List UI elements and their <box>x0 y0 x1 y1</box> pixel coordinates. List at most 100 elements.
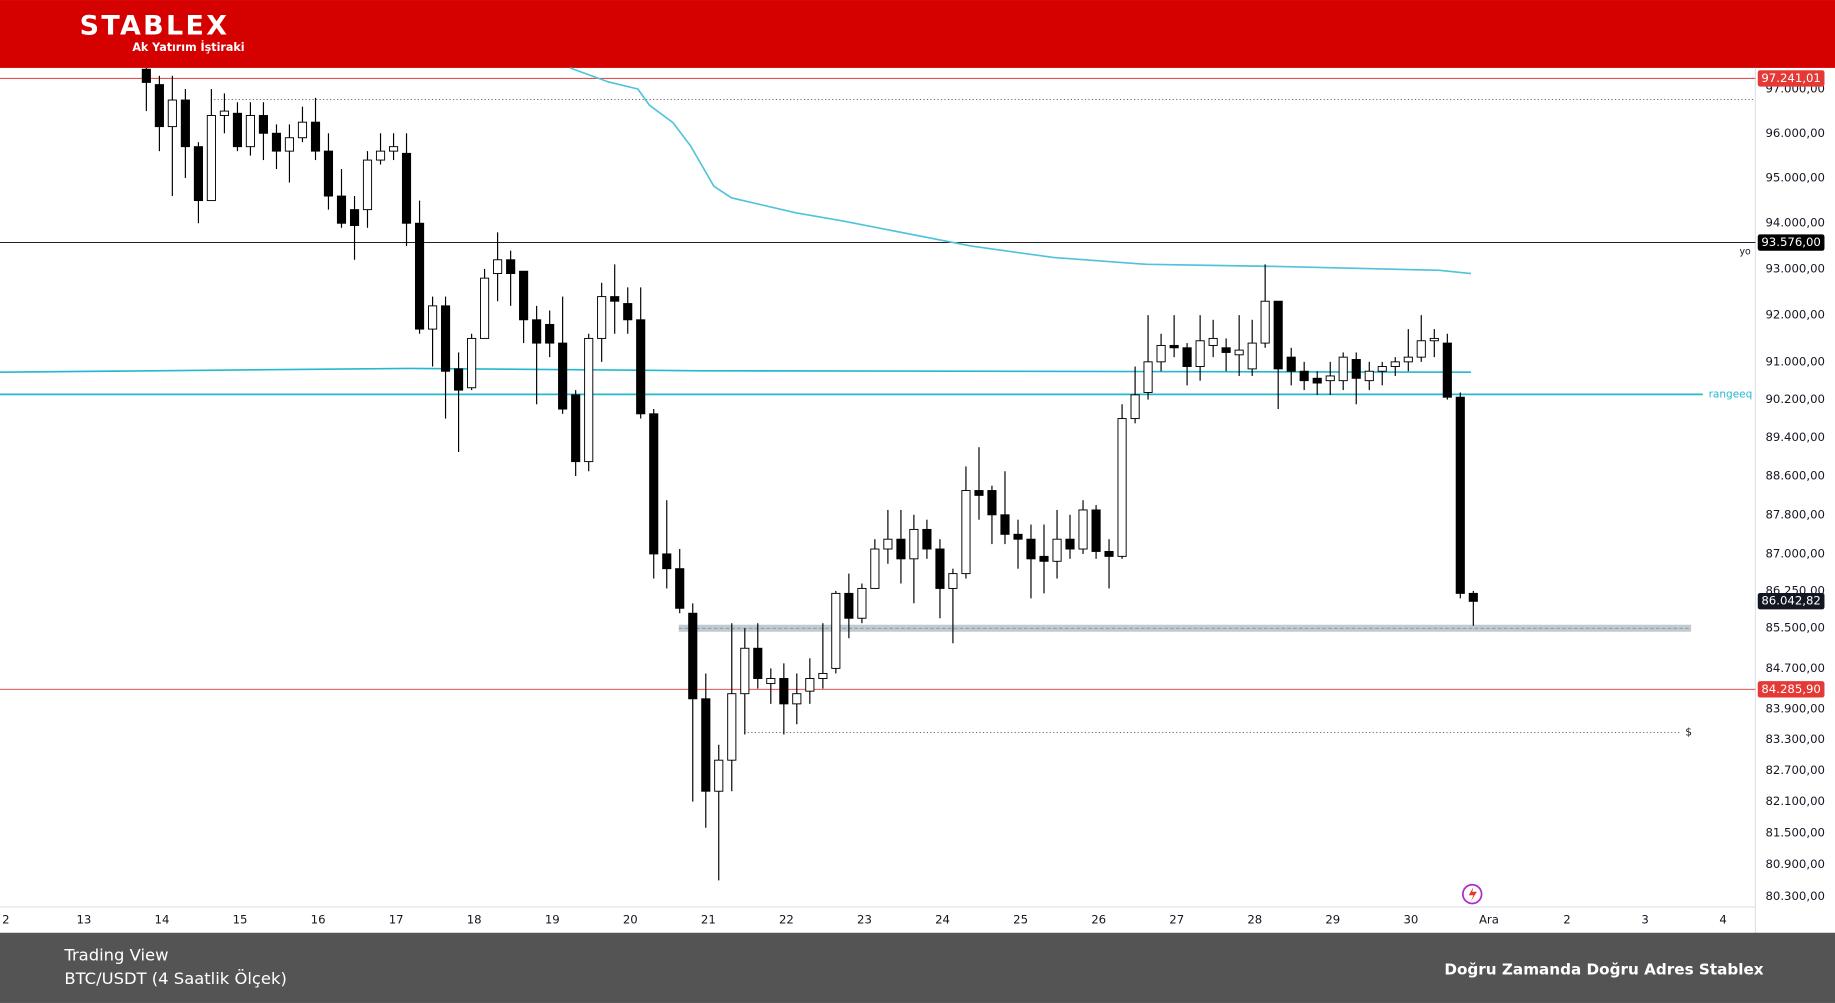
price-note: yo <box>1739 246 1751 257</box>
y-tick-label: 82.700,00 <box>1765 763 1824 777</box>
candle-body <box>428 305 438 330</box>
candle-body <box>232 112 243 148</box>
candle-body <box>597 296 607 339</box>
candle-body <box>1078 509 1088 550</box>
candle-body <box>1130 394 1140 420</box>
y-tick-label: 83.900,00 <box>1765 701 1824 715</box>
candle-body <box>154 84 164 128</box>
candle-body <box>558 342 568 410</box>
candle-body <box>740 647 750 695</box>
y-tick-label: 83.300,00 <box>1765 732 1824 746</box>
candle-body <box>493 259 503 275</box>
candle-body <box>1455 396 1465 594</box>
y-tick-label: 96.000,00 <box>1765 126 1824 140</box>
candle-body <box>388 146 399 152</box>
y-tick-label: 90.200,00 <box>1765 392 1824 406</box>
candle-body <box>844 592 854 619</box>
candle-body <box>935 548 945 589</box>
candle-body <box>297 121 308 139</box>
candle-body <box>1442 342 1452 398</box>
candle-body <box>1117 418 1127 557</box>
candle-body <box>1143 361 1153 393</box>
candle-body <box>454 368 464 391</box>
x-tick-label: 19 <box>545 912 560 926</box>
candle-body <box>922 528 932 550</box>
candle-body <box>987 490 997 516</box>
candle-body <box>1429 337 1439 342</box>
candle-body <box>480 277 490 339</box>
footer-symbol: BTC/USDT (4 Saatlik Ölçek) <box>64 969 286 988</box>
candle-body <box>1390 361 1400 368</box>
y-tick-label: 95.000,00 <box>1765 171 1824 185</box>
candle-body <box>636 319 646 415</box>
x-tick-label: 2 <box>1563 912 1570 926</box>
footer-source: Trading View <box>63 946 168 965</box>
candle-body <box>662 553 672 570</box>
y-tick-label: 93.000,00 <box>1765 261 1824 275</box>
candle-body <box>258 115 269 134</box>
candle-body <box>805 678 815 692</box>
candle-body <box>1169 344 1179 349</box>
candle-body <box>1182 347 1192 368</box>
price-label-box <box>1757 681 1825 698</box>
price-label-box <box>1757 70 1825 87</box>
brand: STABLEX <box>80 10 230 41</box>
candle-body <box>1013 533 1023 540</box>
candle-body <box>909 528 919 560</box>
candle-body <box>245 115 255 148</box>
candle-body <box>440 305 451 372</box>
y-tick-label: 82.100,00 <box>1765 794 1824 808</box>
candle-body <box>948 573 958 589</box>
y-tick-label: 80.900,00 <box>1765 857 1824 871</box>
x-tick-label: 16 <box>311 912 326 926</box>
y-tick-label: 81.500,00 <box>1765 825 1824 839</box>
candle-body <box>349 209 360 226</box>
price-label: 84.285,90 <box>1761 682 1820 696</box>
y-tick-label: 94.000,00 <box>1765 216 1824 230</box>
candle-body <box>284 137 294 152</box>
x-tick-label: 23 <box>857 912 872 926</box>
plot: 97.000,0096.000,0095.000,0094.000,0093.0… <box>0 67 1825 926</box>
y-tick-label: 85.500,00 <box>1765 621 1824 635</box>
footer-bar <box>0 932 1835 1003</box>
candle-body <box>896 538 906 560</box>
x-tick-label: 4 <box>1719 912 1726 926</box>
candle-body <box>1299 370 1309 382</box>
candle-body <box>1000 514 1010 535</box>
candle-body <box>1286 356 1296 372</box>
candle-body <box>1312 377 1322 384</box>
candle-body <box>1156 344 1166 363</box>
candle-body <box>1260 300 1270 344</box>
y-tick-label: 87.000,00 <box>1765 546 1824 560</box>
x-tick-label: 2 <box>2 912 9 926</box>
candle-body <box>1468 592 1478 602</box>
candle-body <box>1104 550 1114 557</box>
candle-body <box>961 490 971 575</box>
candle-body <box>792 693 802 705</box>
last-price-label: 86.042,82 <box>1761 594 1820 608</box>
candle-body <box>401 152 412 224</box>
candle-body <box>1234 349 1244 356</box>
x-tick-label: 20 <box>623 912 638 926</box>
candle-body <box>1377 366 1387 372</box>
y-tick-label: 80.300,00 <box>1765 889 1824 903</box>
candle-body <box>974 490 984 496</box>
candle-body <box>1403 356 1413 363</box>
candle-body <box>584 337 594 463</box>
candle-body <box>857 587 867 619</box>
candle-body <box>271 132 282 152</box>
price-label-box <box>1757 234 1825 251</box>
candle-body <box>675 568 685 609</box>
candle-body <box>1247 342 1257 370</box>
price-label: 93.576,00 <box>1761 235 1820 249</box>
x-tick-label: 3 <box>1641 912 1648 926</box>
y-tick-label: 88.600,00 <box>1765 469 1824 483</box>
candle-body <box>180 99 190 148</box>
candle-body <box>1221 347 1231 353</box>
candle-body <box>1091 509 1101 552</box>
candle-body <box>779 678 789 705</box>
candle-body <box>610 296 620 302</box>
y-tick-label: 91.000,00 <box>1765 354 1824 368</box>
header-bar <box>0 0 1835 68</box>
